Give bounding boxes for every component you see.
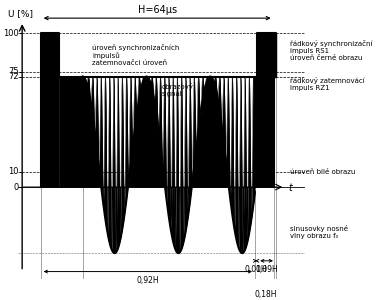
Text: 75: 75 (8, 68, 19, 76)
Text: 0,09H: 0,09H (255, 266, 278, 274)
Text: řádkový zatemnovácí
impuls RZ1: řádkový zatemnovácí impuls RZ1 (290, 76, 365, 91)
Text: 100: 100 (3, 29, 19, 38)
Text: obrazový
signál: obrazový signál (162, 82, 194, 97)
Text: U [%]: U [%] (8, 9, 33, 18)
Text: řádkový synchronizační
impuls RS1
úroveň černé obrazu: řádkový synchronizační impuls RS1 úroveň… (290, 40, 372, 61)
Text: 0,01H: 0,01H (245, 266, 267, 274)
Text: úroveň synchronizačních
impulsů
zatemnovačci úroveň: úroveň synchronizačních impulsů zatemnov… (92, 44, 179, 66)
Text: 0,92H: 0,92H (137, 276, 159, 285)
Text: $t$: $t$ (288, 181, 294, 193)
Text: sinusovky nosné
vlny obrazu f₀: sinusovky nosné vlny obrazu f₀ (290, 226, 348, 239)
Text: 0: 0 (13, 183, 19, 192)
Text: 10: 10 (8, 167, 19, 176)
Text: 0,18H: 0,18H (254, 290, 277, 299)
Text: H=64μs: H=64μs (137, 5, 177, 15)
Text: úroveň bilé obrazu: úroveň bilé obrazu (290, 169, 355, 175)
Text: 72: 72 (8, 72, 19, 81)
